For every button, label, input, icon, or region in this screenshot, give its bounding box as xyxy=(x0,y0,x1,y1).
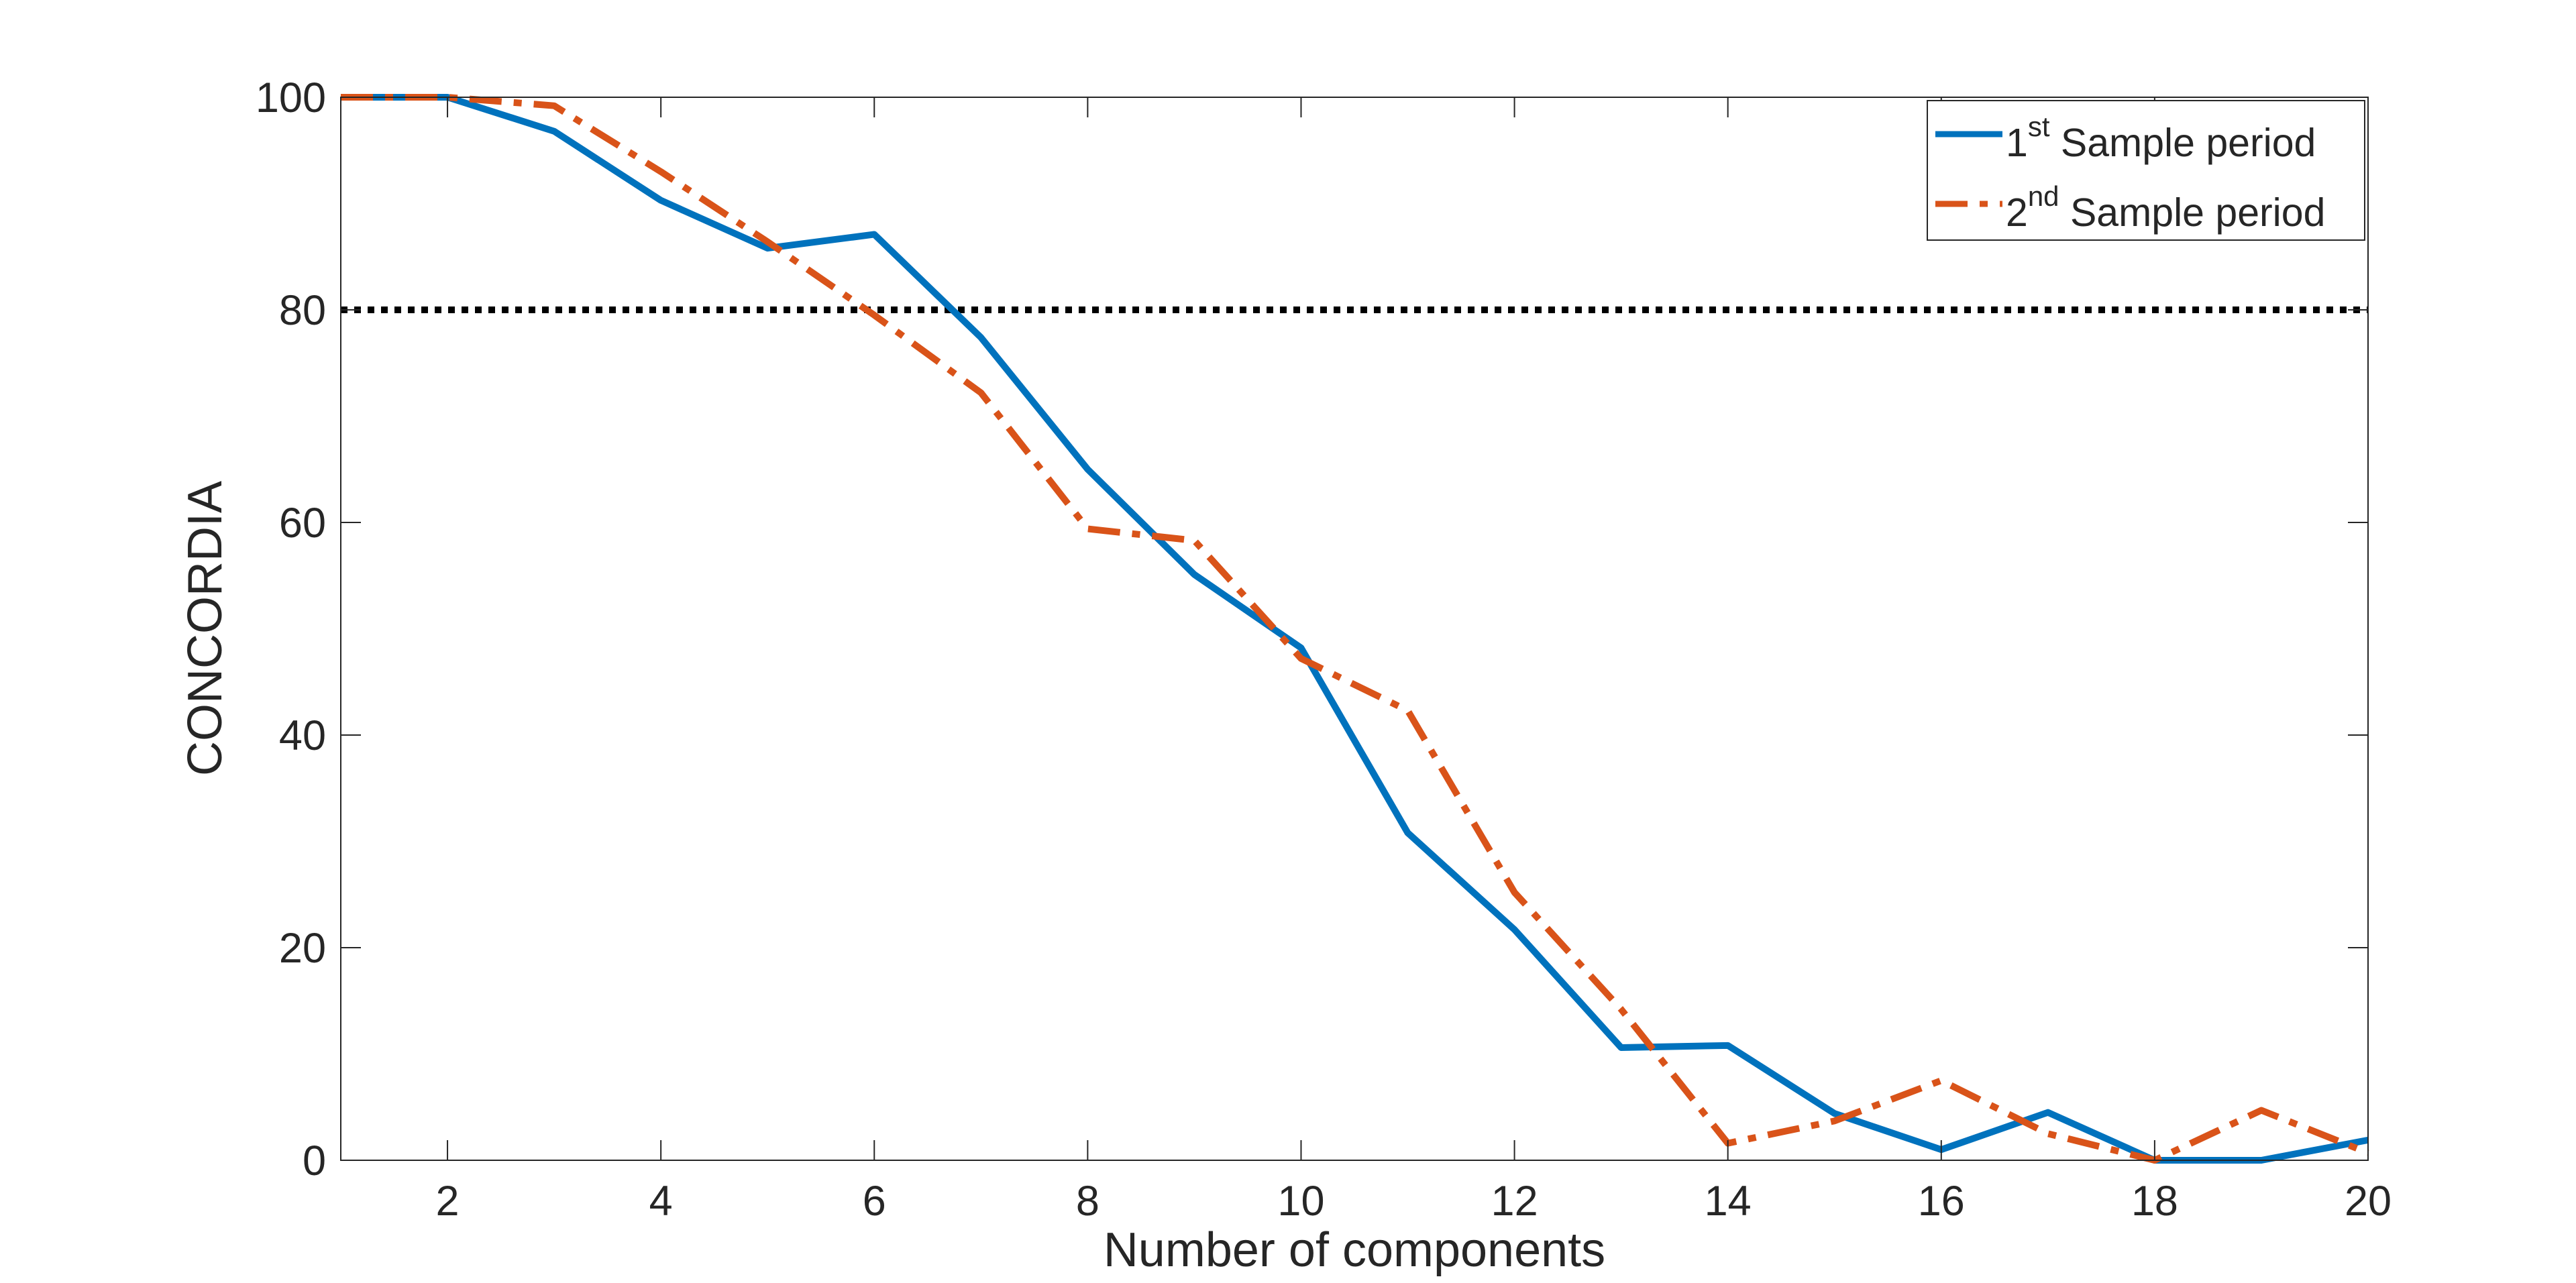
legend: 1st Sample period 2nd Sample period xyxy=(1927,100,2365,241)
x-tick-label: 12 xyxy=(1491,1178,1538,1225)
x-tick-label: 10 xyxy=(1277,1178,1324,1225)
legend-entry-series-1-main: 1 xyxy=(2006,121,2028,165)
y-tick-label: 40 xyxy=(279,712,326,759)
y-tick-label: 100 xyxy=(256,74,326,121)
x-tick-label: 18 xyxy=(2131,1178,2178,1225)
series-1-line xyxy=(341,94,2369,1164)
plot-frame xyxy=(340,97,2369,1161)
series-2-line xyxy=(341,94,2369,1164)
y-axis-label: CONCORDIA xyxy=(178,481,232,776)
plot-area-background xyxy=(341,97,2368,1160)
series-layer xyxy=(341,94,2369,1164)
x-tick-label: 14 xyxy=(1705,1178,1752,1225)
x-tick-label: 6 xyxy=(863,1178,886,1225)
x-tick-label: 2 xyxy=(436,1178,460,1225)
legend-box xyxy=(1927,100,2365,241)
y-tick-label: 80 xyxy=(279,287,326,334)
legend-entry-series-2-rest: Sample period xyxy=(2059,190,2326,235)
y-tick-label: 0 xyxy=(303,1137,326,1184)
legend-entry-series-1: 1st Sample period xyxy=(2006,111,2316,165)
x-axis-label: Number of components xyxy=(1104,1223,1605,1277)
legend-entry-series-1-sup: st xyxy=(2028,111,2050,142)
legend-entry-series-1-rest: Sample period xyxy=(2050,121,2316,165)
legend-entry-series-2-main: 2 xyxy=(2006,190,2028,235)
x-tick-label: 20 xyxy=(2345,1178,2392,1225)
x-tick-label: 16 xyxy=(1918,1178,1965,1225)
y-tick-label: 60 xyxy=(279,500,326,547)
legend-entry-series-2-sup: nd xyxy=(2028,180,2059,212)
y-tick-label: 20 xyxy=(279,925,326,972)
x-tick-label: 4 xyxy=(649,1178,673,1225)
legend-entry-series-2: 2nd Sample period xyxy=(2006,180,2325,235)
x-tick-label: 8 xyxy=(1076,1178,1099,1225)
